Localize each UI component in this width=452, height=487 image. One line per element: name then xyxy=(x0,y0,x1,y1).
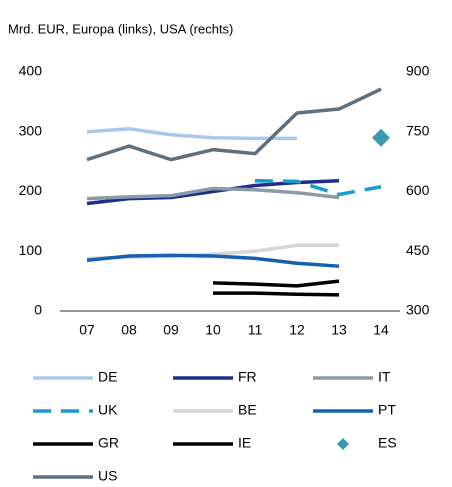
x-tick-label: 13 xyxy=(331,322,347,338)
legend-label: DE xyxy=(98,369,117,385)
y-tick-label: 200 xyxy=(19,182,43,198)
x-tick-label: 10 xyxy=(205,322,221,338)
legend-label: IT xyxy=(378,369,391,385)
legend-swatch xyxy=(337,438,349,450)
legend-label: GR xyxy=(98,435,119,451)
x-tick-label: 14 xyxy=(373,322,389,338)
legend-label: UK xyxy=(98,402,118,418)
legend-label: FR xyxy=(238,369,257,385)
legend-label: BE xyxy=(238,402,257,418)
legend-label: US xyxy=(98,468,117,482)
line xyxy=(86,127,297,141)
line xyxy=(213,291,340,297)
y2-tick-label: 750 xyxy=(406,122,430,138)
line xyxy=(86,253,340,268)
x-tick-label: 08 xyxy=(121,322,137,338)
x-tick-label: 07 xyxy=(79,322,95,338)
y-tick-label: 400 xyxy=(19,63,43,79)
y2-tick-label: 450 xyxy=(406,242,430,258)
line xyxy=(212,279,340,288)
y-tick-label: 0 xyxy=(34,302,42,318)
y2-tick-label: 300 xyxy=(406,302,430,318)
legend-label: IE xyxy=(238,435,251,451)
legend-label: ES xyxy=(378,435,397,451)
y-tick-label: 100 xyxy=(19,242,43,258)
marker xyxy=(372,128,390,147)
x-tick-label: 11 xyxy=(248,322,263,338)
x-tick-label: 12 xyxy=(289,322,305,338)
chart-title: Mrd. EUR, Europa (links), USA (rechts) xyxy=(8,21,233,36)
x-tick-label: 09 xyxy=(163,322,179,338)
y2-tick-label: 900 xyxy=(406,63,430,79)
y2-tick-label: 600 xyxy=(406,182,430,198)
line xyxy=(86,186,340,201)
y-tick-label: 300 xyxy=(19,122,43,138)
line xyxy=(254,178,382,197)
legend-label: PT xyxy=(378,402,396,418)
line xyxy=(86,87,382,162)
